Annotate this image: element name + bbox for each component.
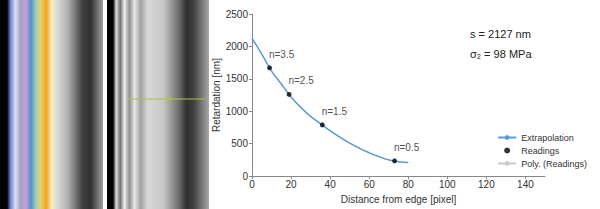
svg-text:σ₂ = 98 MPa: σ₂ = 98 MPa bbox=[470, 48, 532, 60]
svg-text:2500: 2500 bbox=[226, 9, 249, 20]
svg-text:140: 140 bbox=[517, 179, 534, 190]
svg-text:500: 500 bbox=[231, 138, 248, 149]
svg-text:40: 40 bbox=[325, 179, 337, 190]
svg-text:80: 80 bbox=[403, 179, 415, 190]
svg-text:n=1.5: n=1.5 bbox=[322, 106, 348, 117]
svg-text:Distance from edge [pixel]: Distance from edge [pixel] bbox=[341, 194, 457, 205]
svg-text:1500: 1500 bbox=[226, 73, 249, 84]
svg-text:1000: 1000 bbox=[226, 106, 249, 117]
svg-text:0: 0 bbox=[242, 171, 248, 182]
svg-text:s = 2127 nm: s = 2127 nm bbox=[470, 28, 531, 40]
svg-text:Extrapolation: Extrapolation bbox=[521, 133, 574, 143]
svg-text:0: 0 bbox=[249, 179, 255, 190]
svg-text:120: 120 bbox=[478, 179, 495, 190]
svg-text:Retardation [nm]: Retardation [nm] bbox=[211, 58, 222, 132]
svg-text:n=2.5: n=2.5 bbox=[288, 75, 314, 86]
svg-text:60: 60 bbox=[364, 179, 376, 190]
svg-text:100: 100 bbox=[439, 179, 456, 190]
svg-text:20: 20 bbox=[286, 179, 298, 190]
svg-text:Poly. (Readings): Poly. (Readings) bbox=[521, 159, 587, 169]
svg-text:n=3.5: n=3.5 bbox=[269, 49, 295, 60]
svg-text:n=0.5: n=0.5 bbox=[394, 142, 420, 153]
svg-text:2000: 2000 bbox=[226, 41, 249, 52]
svg-text:Readings: Readings bbox=[521, 146, 560, 156]
